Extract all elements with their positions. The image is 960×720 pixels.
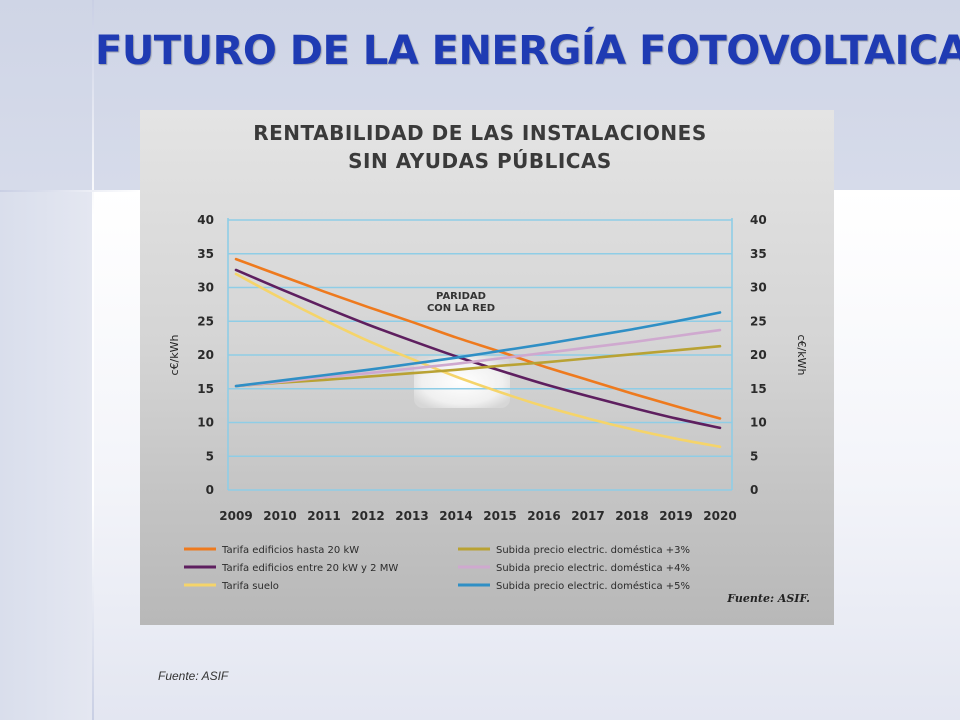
y-tick-right: 5 xyxy=(750,449,758,463)
chart-subtitle: SIN AYUDAS PÚBLICAS xyxy=(348,149,612,173)
y-tick-right: 10 xyxy=(750,416,767,430)
y-tick-right: 35 xyxy=(750,247,767,261)
y-tick-right: 30 xyxy=(750,281,767,295)
y-tick-left: 40 xyxy=(197,213,214,227)
x-tick-label: 2016 xyxy=(527,509,560,523)
chart-title: RENTABILIDAD DE LAS INSTALACIONES xyxy=(253,121,707,145)
series-line-2 xyxy=(234,268,722,430)
series-line-4 xyxy=(234,344,722,388)
x-tick-label: 2020 xyxy=(703,509,736,523)
series-line-1 xyxy=(234,257,722,420)
y-tick-right: 20 xyxy=(750,348,767,362)
decorative-vertical-line xyxy=(92,0,94,720)
y-tick-right: 0 xyxy=(750,483,758,497)
y-tick-left: 35 xyxy=(197,247,214,261)
parity-label-line1: PARIDAD xyxy=(436,291,486,302)
chart-source: Fuente: ASIF. xyxy=(726,592,810,605)
x-tick-label: 2014 xyxy=(439,509,472,523)
x-tick-label: 2017 xyxy=(571,509,604,523)
series-line-3 xyxy=(234,272,722,449)
source-note: Fuente: ASIF xyxy=(158,669,229,683)
x-tick-label: 2010 xyxy=(263,509,296,523)
y-tick-left: 20 xyxy=(197,348,214,362)
x-tick-label: 2018 xyxy=(615,509,648,523)
legend-label-4: Subida precio electric. doméstica +3% xyxy=(496,544,690,556)
y-tick-left: 30 xyxy=(197,281,214,295)
series-lines xyxy=(234,257,722,449)
y-axis-label-left: c€/kWh xyxy=(168,334,181,375)
x-tick-label: 2015 xyxy=(483,509,516,523)
y-tick-left: 15 xyxy=(197,382,214,396)
decorative-horizontal-line xyxy=(0,190,140,192)
y-tick-right: 40 xyxy=(750,213,767,227)
profitability-chart: RENTABILIDAD DE LAS INSTALACIONES SIN AY… xyxy=(168,121,810,605)
x-tick-label: 2009 xyxy=(219,509,252,523)
y-tick-left: 5 xyxy=(206,449,214,463)
chart-panel: RENTABILIDAD DE LAS INSTALACIONES SIN AY… xyxy=(140,110,834,625)
legend-label-1: Tarifa edificios hasta 20 kW xyxy=(221,545,359,556)
x-tick-label: 2012 xyxy=(351,509,384,523)
series-line-6 xyxy=(234,311,722,388)
x-tick-label: 2011 xyxy=(307,509,340,523)
parity-label-line2: CON LA RED xyxy=(427,303,495,314)
legend-label-5: Subida precio electric. doméstica +4% xyxy=(496,562,690,574)
legend-label-6: Subida precio electric. doméstica +5% xyxy=(496,580,690,592)
x-tick-label: 2013 xyxy=(395,509,428,523)
slide-title: FUTURO DE LA ENERGÍA FOTOVOLTAICA xyxy=(95,28,960,74)
legend-label-3: Tarifa suelo xyxy=(221,581,279,592)
slide-background-left xyxy=(0,190,92,720)
legend: Tarifa edificios hasta 20 kW Tarifa edifi… xyxy=(184,544,690,592)
y-tick-left: 10 xyxy=(197,416,214,430)
y-tick-left: 25 xyxy=(197,314,214,328)
legend-label-2: Tarifa edificios entre 20 kW y 2 MW xyxy=(221,563,398,574)
series-line-5 xyxy=(234,328,722,388)
y-tick-left: 0 xyxy=(206,483,214,497)
y-tick-right: 25 xyxy=(750,314,767,328)
y-tick-right: 15 xyxy=(750,382,767,396)
y-axis-label-right: c€/kWh xyxy=(795,335,808,376)
x-tick-label: 2019 xyxy=(659,509,692,523)
